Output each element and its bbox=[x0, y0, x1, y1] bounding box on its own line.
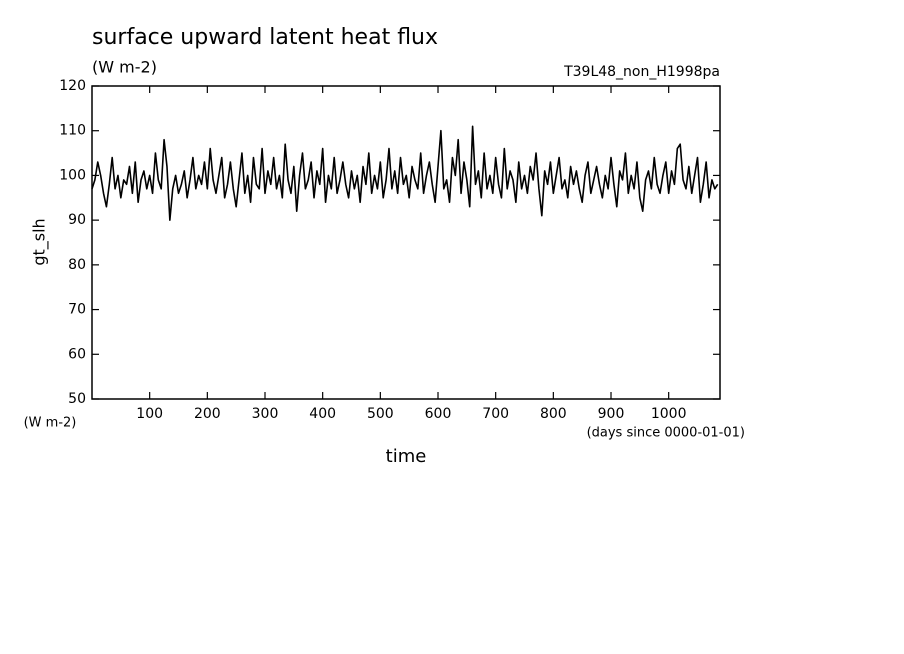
y-tick-label: 60 bbox=[68, 346, 86, 362]
chart-title: surface upward latent heat flux bbox=[92, 25, 438, 50]
x-tick-label: 100 bbox=[136, 406, 163, 422]
x-axis-label: time bbox=[386, 446, 427, 467]
y-tick-label: 110 bbox=[59, 123, 86, 139]
x-tick-label: 900 bbox=[598, 406, 625, 422]
x-tick-label: 700 bbox=[482, 406, 509, 422]
y-tick-label: 70 bbox=[68, 302, 86, 318]
y-tick-label: 100 bbox=[59, 167, 86, 183]
x-tick-label: 800 bbox=[540, 406, 567, 422]
x-tick-label: 300 bbox=[252, 406, 279, 422]
y-tick-label: 50 bbox=[68, 391, 86, 407]
x-tick-label: 200 bbox=[194, 406, 221, 422]
y-tick-label: 120 bbox=[59, 78, 86, 94]
y-tick-label: 90 bbox=[68, 212, 86, 228]
x-tick-label: 500 bbox=[367, 406, 394, 422]
x-tick-label: 1000 bbox=[651, 406, 687, 422]
x-tick-label: 600 bbox=[425, 406, 452, 422]
data-line bbox=[91, 125, 719, 221]
x-tick-label: 400 bbox=[309, 406, 336, 422]
chart-subtitle: (W m-2) bbox=[92, 58, 157, 77]
run-label: T39L48_non_H1998pa bbox=[563, 64, 720, 80]
x-units: (days since 0000-01-01) bbox=[587, 426, 745, 441]
plot-frame bbox=[91, 85, 721, 400]
y-units: (W m-2) bbox=[24, 416, 77, 431]
y-tick-label: 80 bbox=[68, 257, 86, 273]
y-axis-label: gt_slh bbox=[30, 218, 50, 265]
